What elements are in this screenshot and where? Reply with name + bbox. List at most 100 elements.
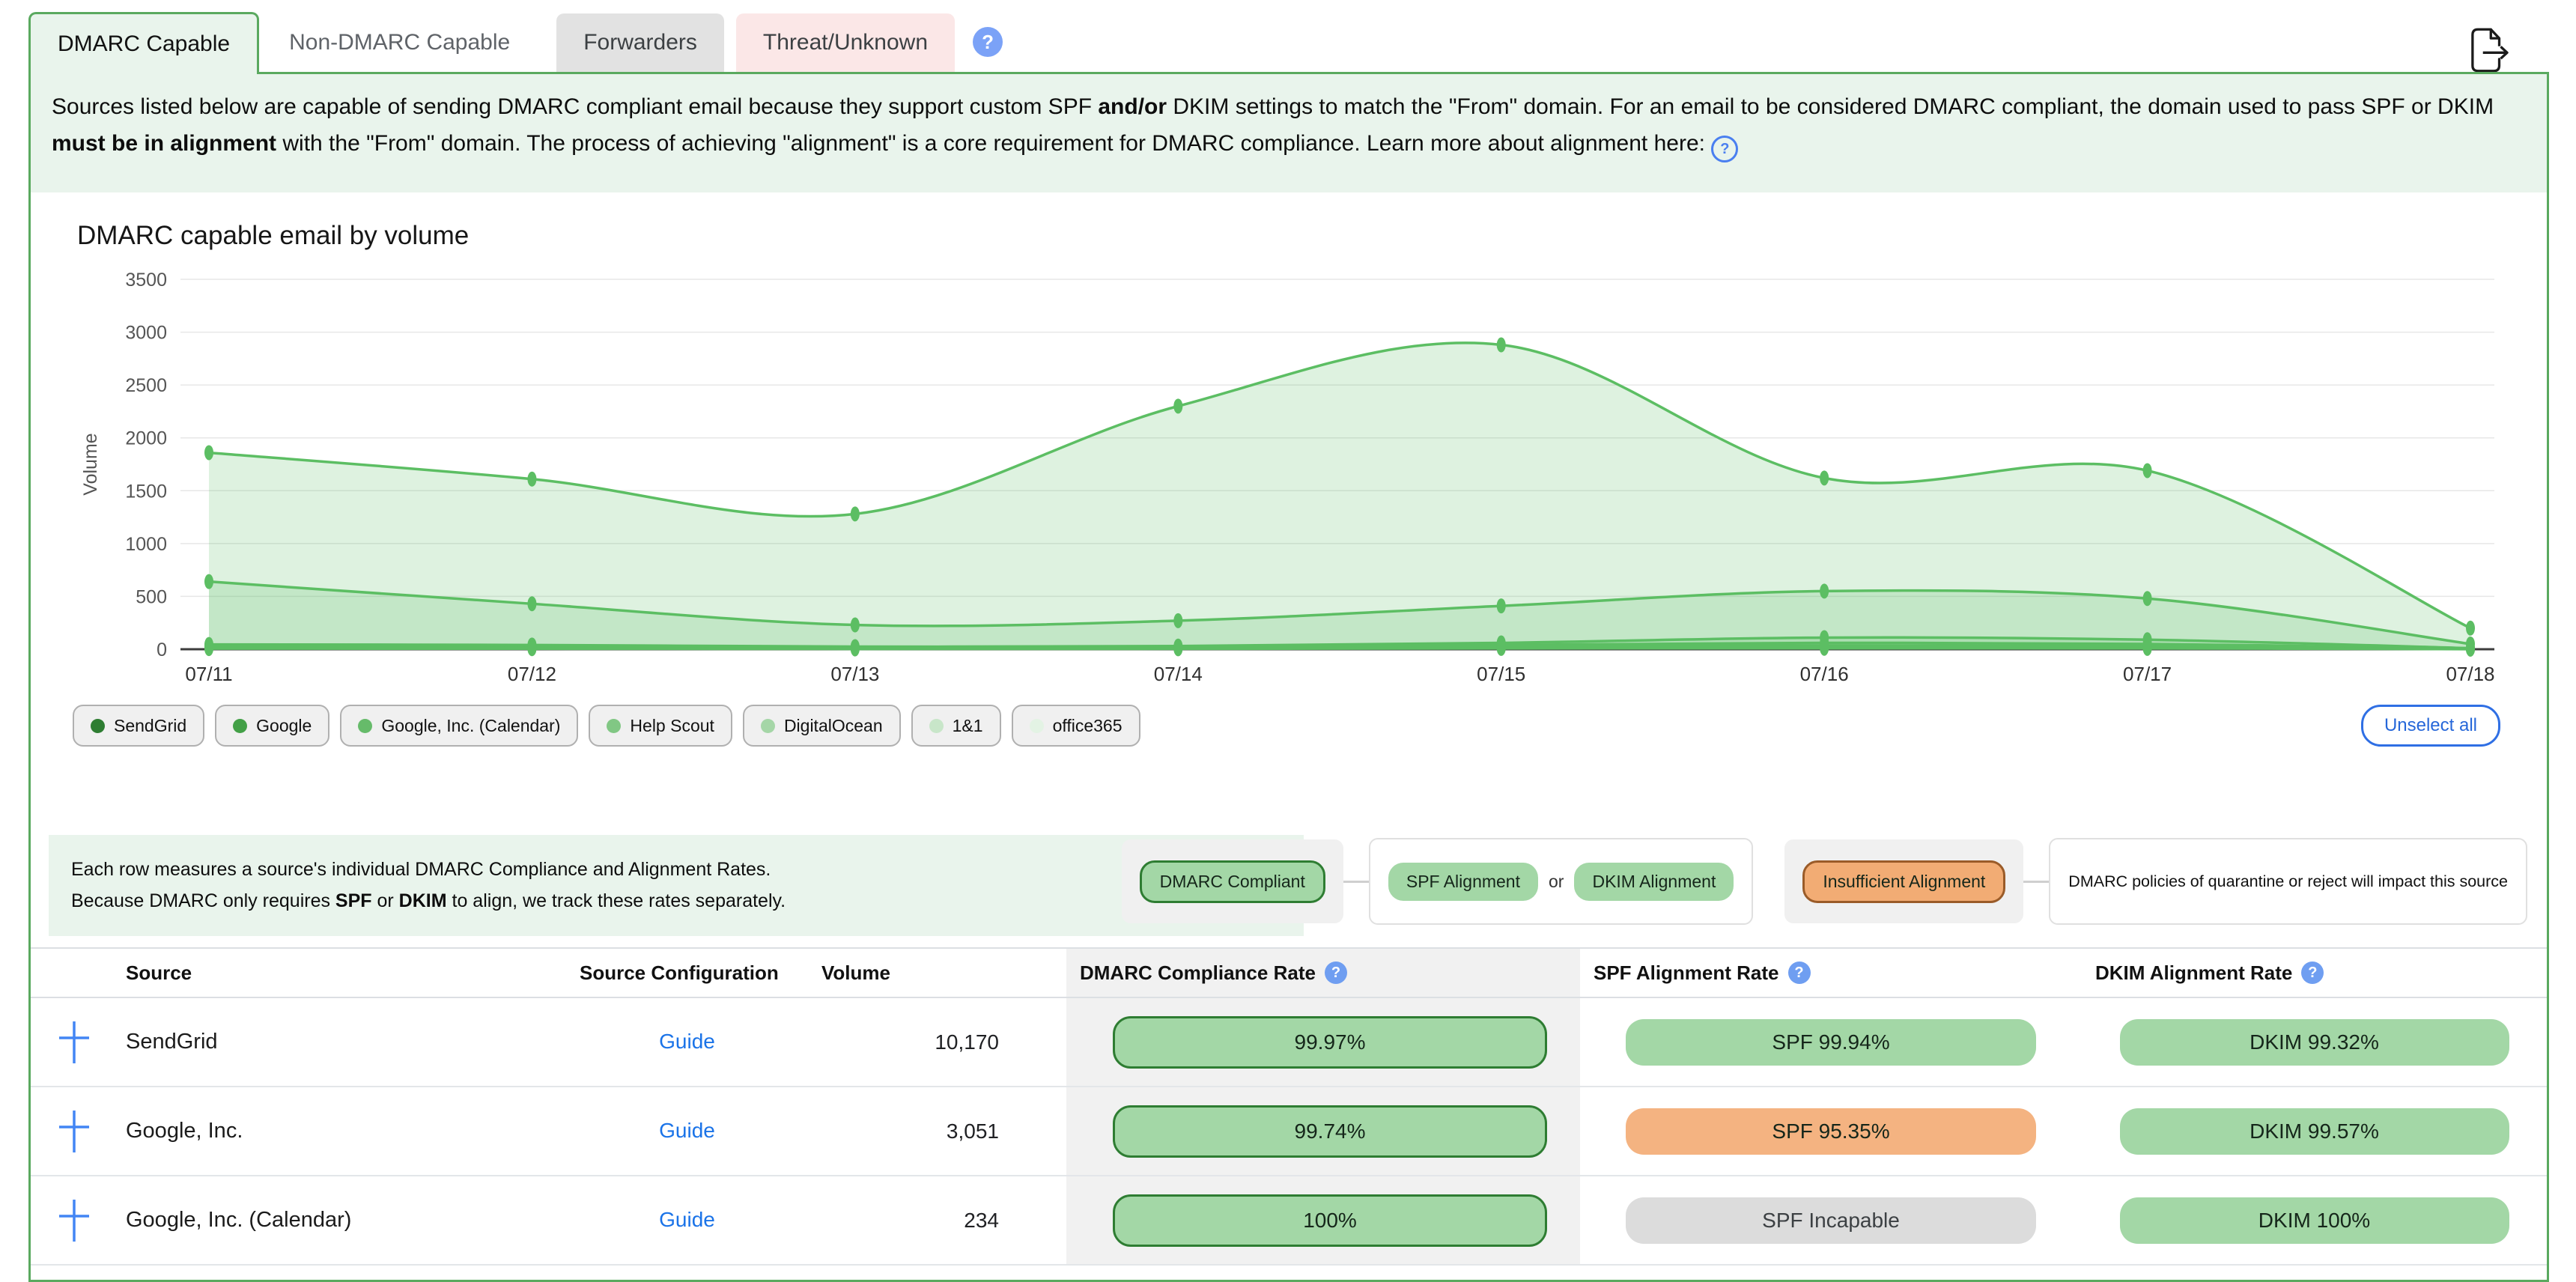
guide-link[interactable]: Guide — [659, 1030, 715, 1053]
table-row: SendGrid Guide 10,170 99.97% SPF 99.94% … — [31, 998, 2547, 1087]
svg-text:07/13: 07/13 — [830, 663, 879, 685]
table-note: Each row measures a source's individual … — [49, 835, 1304, 936]
connector-line — [1343, 880, 1369, 883]
badge-card-policy-note: DMARC policies of quarantine or reject w… — [2049, 838, 2527, 925]
table-header-row: Source Source Configuration Volume DMARC… — [31, 947, 2547, 998]
tab-forwarders[interactable]: Forwarders — [556, 13, 724, 72]
dkim-rate-pill: DKIM 99.32% — [2119, 1018, 2509, 1066]
legend-label: SendGrid — [114, 715, 187, 735]
dkim-rate-pill: DKIM 100% — [2119, 1197, 2509, 1244]
svg-text:3500: 3500 — [125, 270, 167, 291]
expand-row-button[interactable] — [58, 1197, 91, 1245]
insufficient-alignment-badge: Insufficient Alignment — [1802, 860, 2006, 903]
series-color-dot — [233, 718, 248, 733]
connector-line — [2023, 880, 2050, 883]
svg-text:Volume: Volume — [80, 433, 101, 495]
volume-value: 3,051 — [946, 1119, 999, 1143]
svg-text:3000: 3000 — [125, 323, 167, 344]
source-name: Google, Inc. — [126, 1119, 243, 1143]
policy-note-text: DMARC policies of quarantine or reject w… — [2068, 872, 2508, 890]
tab-non-dmarc-capable[interactable]: Non-DMARC Capable — [289, 30, 511, 55]
unselect-all-button[interactable]: Unselect all — [2360, 705, 2500, 747]
tab-dmarc-capable[interactable]: DMARC Capable — [28, 12, 260, 74]
note-line1: Each row measures a source's individual … — [71, 859, 771, 880]
spf-rate-pill: SPF 95.35% — [1626, 1108, 2036, 1155]
svg-text:07/17: 07/17 — [2123, 663, 2172, 685]
export-icon[interactable] — [2462, 25, 2512, 75]
legend-label: Help Scout — [630, 715, 714, 735]
legend-label: office365 — [1052, 715, 1123, 735]
legend-chip-google-calendar[interactable]: Google, Inc. (Calendar) — [340, 705, 579, 747]
dmarc-capable-panel: Sources listed below are capable of send… — [28, 72, 2549, 1282]
svg-text:07/12: 07/12 — [508, 663, 556, 685]
legend-label: DigitalOcean — [783, 715, 883, 735]
guide-link[interactable]: Guide — [659, 1119, 715, 1142]
svg-text:0: 0 — [157, 640, 167, 660]
legend-label: Google — [256, 715, 312, 735]
source-name: Google, Inc. (Calendar) — [126, 1208, 352, 1232]
series-color-dot — [358, 718, 373, 733]
header-source: Source — [126, 961, 192, 984]
or-label: or — [1549, 871, 1564, 891]
volume-value: 10,170 — [935, 1030, 999, 1054]
badge-legend: DMARC Compliant SPF Alignment or DKIM Al… — [1121, 835, 2527, 928]
series-color-dot — [91, 718, 105, 733]
spf-rate-pill: SPF Incapable — [1626, 1197, 2036, 1244]
compliance-rate-pill: 99.97% — [1113, 1015, 1547, 1069]
series-color-dot — [929, 718, 944, 733]
legend-chip-help-scout[interactable]: Help Scout — [589, 705, 732, 747]
legend-chip-office365[interactable]: office365 — [1011, 705, 1140, 747]
spf-alignment-badge: SPF Alignment — [1388, 862, 1538, 901]
compliance-rate-pill: 100% — [1113, 1194, 1547, 1247]
dkim-rate-help-icon[interactable]: ? — [2301, 962, 2324, 984]
panel-description: Sources listed below are capable of send… — [31, 74, 2547, 192]
dmarc-rate-help-icon[interactable]: ? — [1324, 962, 1347, 984]
series-color-dot — [1029, 718, 1044, 733]
series-color-dot — [607, 718, 622, 733]
spf-rate-pill: SPF 99.94% — [1626, 1018, 2036, 1066]
sources-table: Source Source Configuration Volume DMARC… — [31, 947, 2547, 1266]
table-row: Google, Inc. Guide 3,051 99.74% SPF 95.3… — [31, 1087, 2547, 1176]
compliance-rate-pill: 99.74% — [1113, 1105, 1547, 1158]
svg-text:1000: 1000 — [125, 534, 167, 555]
svg-text:07/11: 07/11 — [185, 663, 232, 685]
svg-text:07/14: 07/14 — [1154, 663, 1203, 685]
volume-area-chart[interactable]: 0 500 1000 1500 2000 2500 3000 3500 07/11 07/12 07… — [31, 267, 2542, 717]
legend-chip-google[interactable]: Google — [215, 705, 330, 747]
tab-threat-unknown[interactable]: Threat/Unknown — [735, 13, 956, 72]
dkim-rate-pill: DKIM 99.57% — [2119, 1108, 2509, 1155]
spf-rate-help-icon[interactable]: ? — [1787, 962, 1811, 984]
badge-card-alignment: SPF Alignment or DKIM Alignment — [1368, 838, 1754, 925]
chart-legend: SendGrid Google Google, Inc. (Calendar) … — [73, 705, 2500, 747]
chart-title: DMARC capable email by volume — [77, 221, 470, 250]
header-dkim-alignment-rate: DKIM Alignment Rate? — [2082, 949, 2547, 997]
legend-label: Google, Inc. (Calendar) — [381, 715, 561, 735]
legend-chip-1and1[interactable]: 1&1 — [911, 705, 1001, 747]
description-text: Sources listed below are capable of send… — [52, 94, 1099, 119]
legend-chip-sendgrid[interactable]: SendGrid — [73, 705, 205, 747]
series-color-dot — [760, 718, 775, 733]
dmarc-compliant-badge: DMARC Compliant — [1139, 860, 1325, 903]
svg-text:07/18: 07/18 — [2446, 663, 2494, 685]
dkim-alignment-badge: DKIM Alignment — [1574, 862, 1734, 901]
table-row: Google, Inc. (Calendar) Guide 234 100% S… — [31, 1176, 2547, 1266]
svg-text:1500: 1500 — [125, 481, 167, 502]
legend-label: 1&1 — [952, 715, 983, 735]
legend-chip-digitalocean[interactable]: DigitalOcean — [742, 705, 901, 747]
svg-text:2000: 2000 — [125, 428, 167, 449]
badge-card-compliant: DMARC Compliant — [1121, 839, 1343, 923]
svg-text:07/16: 07/16 — [1800, 663, 1849, 685]
header-dmarc-compliance-rate: DMARC Compliance Rate? — [1066, 949, 1580, 997]
tab-bar: DMARC Capable Non-DMARC Capable Forwarde… — [28, 12, 1003, 74]
expand-row-button[interactable] — [58, 1018, 91, 1066]
svg-text:07/15: 07/15 — [1477, 663, 1525, 685]
badge-card-insufficient: Insufficient Alignment — [1784, 839, 2024, 923]
guide-link[interactable]: Guide — [659, 1208, 715, 1231]
expand-row-button[interactable] — [58, 1108, 91, 1155]
tabs-help-icon[interactable]: ? — [973, 27, 1003, 57]
svg-text:2500: 2500 — [125, 375, 167, 396]
alignment-help-icon[interactable]: ? — [1711, 135, 1739, 162]
source-name: SendGrid — [126, 1030, 218, 1054]
header-volume: Volume — [821, 961, 890, 984]
volume-value: 234 — [964, 1208, 999, 1232]
